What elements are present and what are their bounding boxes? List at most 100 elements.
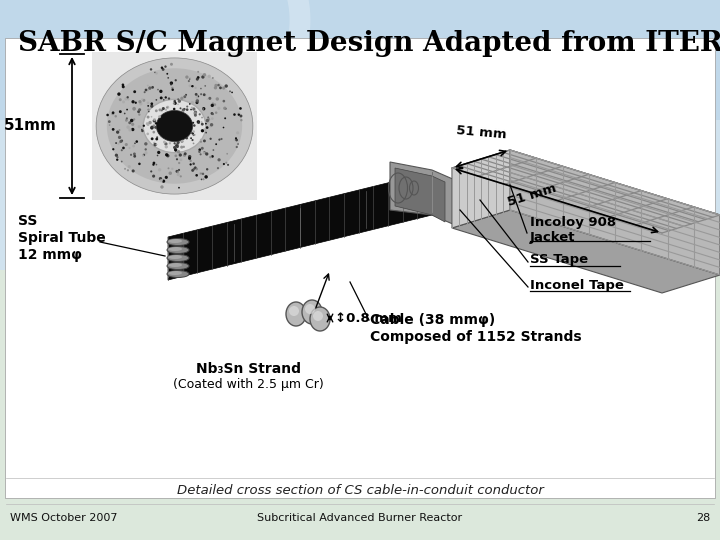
- Polygon shape: [395, 168, 445, 222]
- Ellipse shape: [180, 146, 183, 148]
- Ellipse shape: [126, 117, 128, 119]
- Ellipse shape: [164, 65, 167, 68]
- Ellipse shape: [227, 164, 229, 166]
- Ellipse shape: [222, 127, 225, 129]
- Ellipse shape: [147, 102, 149, 104]
- Text: 28: 28: [696, 513, 710, 523]
- Ellipse shape: [203, 128, 207, 131]
- Ellipse shape: [206, 119, 209, 122]
- Ellipse shape: [205, 123, 207, 125]
- Ellipse shape: [132, 100, 135, 104]
- Ellipse shape: [132, 107, 136, 110]
- Ellipse shape: [154, 72, 156, 73]
- Ellipse shape: [143, 154, 145, 156]
- Ellipse shape: [124, 168, 126, 170]
- Ellipse shape: [198, 151, 201, 153]
- Ellipse shape: [313, 311, 323, 321]
- Ellipse shape: [236, 131, 239, 134]
- Ellipse shape: [176, 144, 179, 146]
- Text: WMS October 2007: WMS October 2007: [10, 513, 117, 523]
- Text: Subcritical Advanced Burner Reactor: Subcritical Advanced Burner Reactor: [258, 513, 462, 523]
- Ellipse shape: [202, 108, 204, 110]
- Ellipse shape: [119, 98, 122, 101]
- Ellipse shape: [161, 66, 163, 69]
- Ellipse shape: [181, 140, 184, 143]
- Polygon shape: [0, 270, 720, 540]
- Ellipse shape: [167, 262, 189, 269]
- Bar: [92, 52, 257, 200]
- Ellipse shape: [167, 77, 169, 79]
- Ellipse shape: [150, 126, 153, 130]
- Ellipse shape: [201, 121, 202, 123]
- Ellipse shape: [125, 119, 128, 122]
- Ellipse shape: [141, 98, 143, 100]
- Ellipse shape: [167, 271, 189, 278]
- Ellipse shape: [155, 122, 157, 125]
- Ellipse shape: [130, 119, 133, 122]
- Ellipse shape: [115, 142, 117, 144]
- Ellipse shape: [132, 170, 135, 172]
- Ellipse shape: [235, 139, 238, 141]
- Ellipse shape: [209, 156, 212, 158]
- Ellipse shape: [175, 79, 177, 82]
- Ellipse shape: [127, 125, 130, 129]
- Ellipse shape: [212, 149, 215, 151]
- Ellipse shape: [233, 139, 235, 140]
- Ellipse shape: [155, 72, 158, 75]
- Ellipse shape: [168, 142, 171, 144]
- Ellipse shape: [305, 304, 315, 314]
- Ellipse shape: [210, 138, 212, 140]
- Ellipse shape: [153, 143, 157, 146]
- Ellipse shape: [122, 100, 125, 103]
- Ellipse shape: [192, 163, 195, 165]
- Text: SS
Spiral Tube
12 mmφ: SS Spiral Tube 12 mmφ: [18, 214, 106, 262]
- Ellipse shape: [202, 178, 204, 180]
- Ellipse shape: [215, 97, 219, 100]
- Text: Cable (38 mmφ): Cable (38 mmφ): [370, 313, 495, 327]
- Ellipse shape: [189, 103, 191, 105]
- Ellipse shape: [135, 102, 137, 104]
- Ellipse shape: [124, 113, 125, 114]
- Ellipse shape: [202, 130, 204, 132]
- Ellipse shape: [192, 107, 195, 111]
- Ellipse shape: [222, 100, 225, 103]
- Ellipse shape: [112, 111, 114, 114]
- Ellipse shape: [192, 169, 194, 172]
- Ellipse shape: [186, 109, 189, 111]
- Ellipse shape: [157, 151, 161, 154]
- Ellipse shape: [207, 117, 209, 118]
- Ellipse shape: [231, 92, 233, 93]
- Ellipse shape: [206, 126, 209, 129]
- Text: Incoloy 908
Jacket: Incoloy 908 Jacket: [530, 216, 616, 244]
- Ellipse shape: [205, 132, 207, 133]
- Ellipse shape: [165, 176, 168, 179]
- Text: 51mm: 51mm: [4, 118, 56, 133]
- Ellipse shape: [239, 107, 242, 110]
- Ellipse shape: [153, 131, 155, 133]
- Ellipse shape: [219, 86, 222, 89]
- Ellipse shape: [176, 158, 178, 160]
- Ellipse shape: [210, 123, 213, 126]
- Ellipse shape: [159, 177, 162, 180]
- Ellipse shape: [200, 141, 202, 143]
- Ellipse shape: [222, 163, 225, 165]
- Ellipse shape: [201, 117, 203, 118]
- Ellipse shape: [193, 167, 195, 170]
- Ellipse shape: [289, 306, 299, 316]
- Ellipse shape: [192, 85, 194, 87]
- Text: SS Tape: SS Tape: [530, 253, 588, 267]
- Ellipse shape: [162, 108, 164, 110]
- Ellipse shape: [135, 140, 138, 143]
- Ellipse shape: [173, 146, 176, 149]
- Ellipse shape: [121, 139, 123, 142]
- Ellipse shape: [163, 99, 165, 100]
- Ellipse shape: [141, 130, 144, 132]
- Ellipse shape: [178, 187, 180, 188]
- Ellipse shape: [203, 93, 206, 96]
- Ellipse shape: [152, 174, 155, 178]
- Ellipse shape: [112, 128, 114, 131]
- Ellipse shape: [150, 103, 153, 105]
- Ellipse shape: [199, 113, 201, 116]
- Ellipse shape: [175, 150, 177, 152]
- Ellipse shape: [174, 142, 176, 144]
